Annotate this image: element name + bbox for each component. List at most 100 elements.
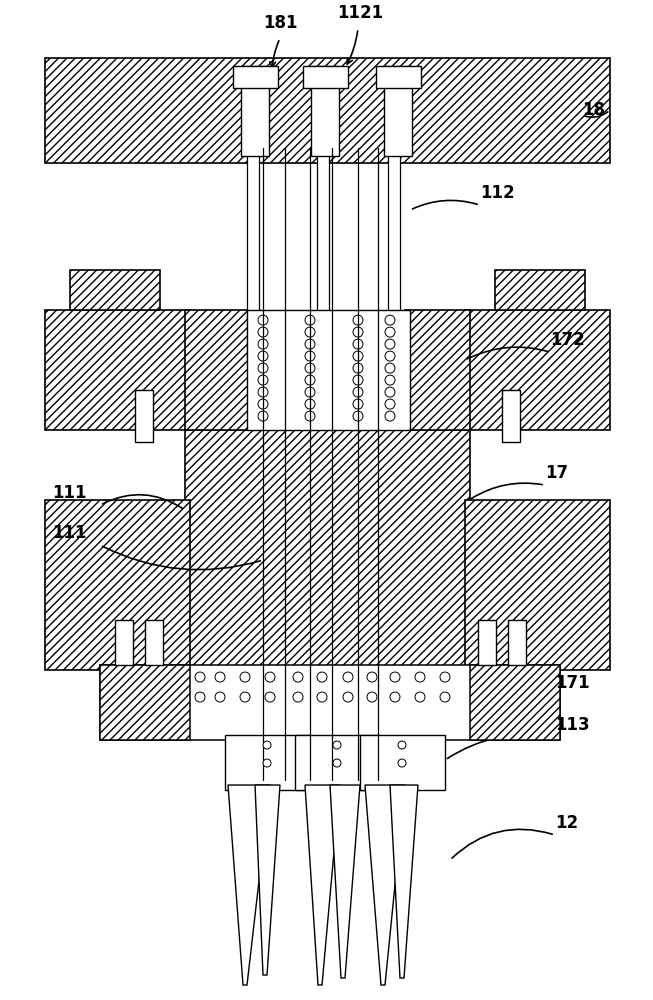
Polygon shape bbox=[70, 270, 160, 310]
Polygon shape bbox=[478, 620, 496, 665]
Polygon shape bbox=[405, 310, 470, 430]
Circle shape bbox=[367, 672, 377, 682]
Circle shape bbox=[258, 327, 268, 337]
Circle shape bbox=[305, 399, 315, 409]
Polygon shape bbox=[100, 665, 190, 740]
Text: 172: 172 bbox=[550, 331, 584, 349]
Polygon shape bbox=[470, 665, 560, 740]
Circle shape bbox=[258, 339, 268, 349]
Polygon shape bbox=[311, 66, 339, 156]
Circle shape bbox=[293, 672, 303, 682]
Circle shape bbox=[398, 759, 406, 767]
Polygon shape bbox=[185, 430, 470, 670]
Circle shape bbox=[195, 692, 205, 702]
Circle shape bbox=[263, 759, 271, 767]
Circle shape bbox=[258, 351, 268, 361]
Circle shape bbox=[258, 315, 268, 325]
Text: 181: 181 bbox=[263, 14, 297, 32]
Circle shape bbox=[385, 315, 395, 325]
Circle shape bbox=[305, 387, 315, 397]
Circle shape bbox=[385, 375, 395, 385]
Polygon shape bbox=[241, 66, 269, 156]
Circle shape bbox=[305, 363, 315, 373]
Circle shape bbox=[305, 327, 315, 337]
Circle shape bbox=[305, 411, 315, 421]
Circle shape bbox=[305, 339, 315, 349]
Circle shape bbox=[385, 363, 395, 373]
Polygon shape bbox=[145, 620, 163, 665]
Circle shape bbox=[293, 692, 303, 702]
Circle shape bbox=[440, 692, 450, 702]
Text: 18: 18 bbox=[582, 101, 605, 119]
Polygon shape bbox=[303, 66, 348, 88]
Polygon shape bbox=[233, 66, 278, 88]
Circle shape bbox=[385, 411, 395, 421]
Polygon shape bbox=[330, 785, 360, 978]
Text: 12: 12 bbox=[555, 814, 578, 832]
Circle shape bbox=[258, 411, 268, 421]
Circle shape bbox=[305, 315, 315, 325]
Circle shape bbox=[398, 741, 406, 749]
Polygon shape bbox=[305, 785, 340, 985]
Text: 17: 17 bbox=[545, 464, 568, 482]
Circle shape bbox=[305, 351, 315, 361]
Polygon shape bbox=[384, 66, 412, 156]
Text: 111: 111 bbox=[52, 524, 87, 542]
Circle shape bbox=[353, 399, 363, 409]
Circle shape bbox=[258, 399, 268, 409]
Polygon shape bbox=[185, 310, 250, 430]
Polygon shape bbox=[317, 148, 329, 360]
Circle shape bbox=[353, 351, 363, 361]
Circle shape bbox=[240, 672, 250, 682]
Circle shape bbox=[390, 692, 400, 702]
Polygon shape bbox=[247, 310, 410, 430]
Text: 1121: 1121 bbox=[337, 4, 383, 22]
Polygon shape bbox=[365, 785, 405, 985]
Polygon shape bbox=[255, 785, 280, 975]
Polygon shape bbox=[465, 310, 610, 430]
Circle shape bbox=[343, 692, 353, 702]
Circle shape bbox=[385, 399, 395, 409]
Circle shape bbox=[385, 339, 395, 349]
Polygon shape bbox=[135, 390, 153, 442]
Circle shape bbox=[317, 692, 327, 702]
Circle shape bbox=[367, 692, 377, 702]
Polygon shape bbox=[45, 310, 190, 430]
Circle shape bbox=[353, 315, 363, 325]
Polygon shape bbox=[388, 148, 400, 360]
Circle shape bbox=[263, 741, 271, 749]
Polygon shape bbox=[502, 390, 520, 442]
Circle shape bbox=[215, 692, 225, 702]
Circle shape bbox=[353, 375, 363, 385]
Circle shape bbox=[385, 351, 395, 361]
Polygon shape bbox=[295, 735, 380, 790]
Polygon shape bbox=[390, 785, 418, 978]
Polygon shape bbox=[45, 500, 190, 670]
Circle shape bbox=[440, 672, 450, 682]
Text: 112: 112 bbox=[480, 184, 515, 202]
Circle shape bbox=[317, 672, 327, 682]
Circle shape bbox=[258, 363, 268, 373]
Circle shape bbox=[215, 672, 225, 682]
Circle shape bbox=[390, 672, 400, 682]
Circle shape bbox=[385, 387, 395, 397]
Polygon shape bbox=[225, 735, 310, 790]
Polygon shape bbox=[115, 620, 133, 665]
Circle shape bbox=[353, 327, 363, 337]
Polygon shape bbox=[45, 58, 610, 163]
Polygon shape bbox=[247, 148, 259, 360]
Polygon shape bbox=[376, 66, 421, 88]
Polygon shape bbox=[508, 620, 526, 665]
Polygon shape bbox=[360, 735, 445, 790]
Text: 113: 113 bbox=[555, 716, 590, 734]
Circle shape bbox=[415, 692, 425, 702]
Polygon shape bbox=[465, 500, 610, 670]
Circle shape bbox=[353, 363, 363, 373]
Circle shape bbox=[415, 672, 425, 682]
Polygon shape bbox=[228, 785, 270, 985]
Circle shape bbox=[305, 375, 315, 385]
Text: 111: 111 bbox=[52, 484, 87, 502]
Polygon shape bbox=[100, 665, 560, 740]
Polygon shape bbox=[495, 270, 585, 310]
Circle shape bbox=[258, 375, 268, 385]
